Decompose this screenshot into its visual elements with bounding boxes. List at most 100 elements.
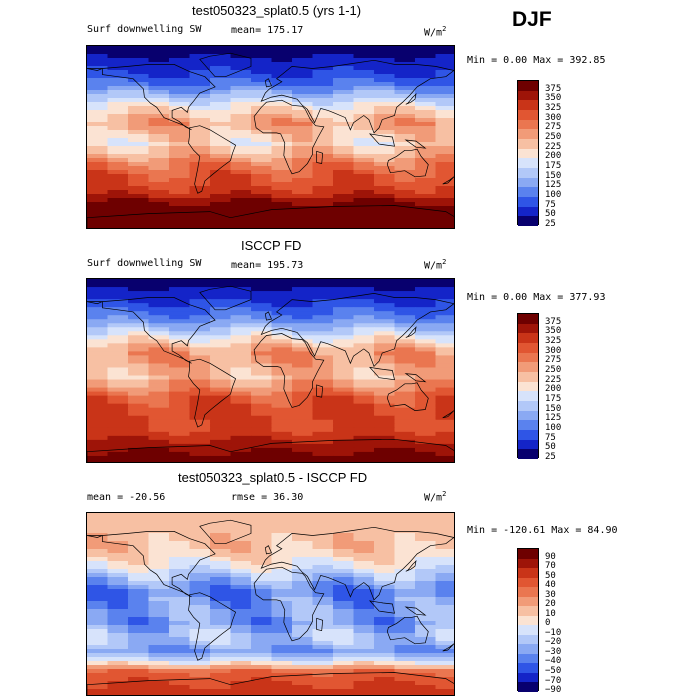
field-cell [189,641,211,646]
field-cell [107,335,129,340]
field-cell [271,693,293,695]
colorbar-swatch [518,420,538,430]
field-cell [333,138,355,143]
field-cell [312,673,334,678]
field-cell [107,162,129,167]
field-cell [374,58,396,63]
field-cell [271,279,293,284]
field-cell [230,315,252,320]
field-cell [148,150,170,155]
field-cell [374,178,396,183]
field-cell [333,54,355,59]
field-cell [353,455,375,461]
field-cell [128,355,150,361]
field-cell [107,629,129,634]
field-cell [128,331,150,336]
field-cell [374,383,396,389]
field-cell [333,657,355,662]
field-cell [292,669,314,674]
field-cell [210,693,232,695]
field-cell [374,431,396,437]
field-cell [189,415,211,421]
field-cell [251,431,273,437]
coastline [87,672,454,695]
field-cell [374,573,396,578]
field-cell [415,134,437,139]
field-cell [415,287,437,292]
field-cell [435,351,454,357]
field-cell [435,653,454,658]
coastline [102,64,216,131]
field-cell [415,198,437,203]
colorbar-tick-label: 40 [545,580,556,591]
field-cell [435,629,454,634]
field-cell [251,419,273,425]
field-cell [435,162,454,167]
field-cell [148,613,170,618]
field-cell [312,601,334,606]
field-cell [148,407,170,413]
field-cell [107,146,129,151]
field-cell [394,447,416,453]
field-cell [435,110,454,115]
field-cell [107,601,129,606]
field-cell [394,174,416,179]
field-cell [128,291,150,296]
field-cell [415,102,437,107]
field-cell [292,70,314,75]
field-cell [189,581,211,586]
field-cell [107,78,129,83]
field-cell [415,343,437,348]
model-map-field [87,46,454,228]
field-cell [128,629,150,634]
field-cell [292,110,314,115]
field-cell [271,50,293,55]
coastline [260,526,454,601]
field-cell [374,681,396,686]
field-cell [230,46,252,51]
field-cell [435,459,454,462]
field-cell [230,549,252,554]
field-cell [189,118,211,123]
field-cell [374,130,396,135]
field-cell [148,629,170,634]
field-cell [128,451,150,457]
field-cell [107,74,129,79]
field-cell [374,529,396,534]
field-cell [415,283,437,288]
field-cell [292,130,314,135]
field-cell [230,661,252,666]
field-cell [415,661,437,666]
field-cell [189,681,211,686]
field-cell [169,66,191,71]
field-cell [374,291,396,296]
field-cell [312,427,334,433]
field-cell [230,106,252,111]
field-cell [230,102,252,107]
field-cell [415,443,437,449]
field-cell [312,106,334,111]
colorbar-swatch [518,672,538,683]
field-cell [292,545,314,550]
field-cell [107,66,129,71]
coastline [405,326,417,338]
field-cell [230,525,252,530]
field-cell [312,661,334,666]
field-cell [415,581,437,586]
field-cell [169,665,191,670]
field-cell [353,617,375,622]
field-cell [292,62,314,67]
field-cell [87,387,109,393]
field-cell [210,617,232,622]
field-cell [435,689,454,694]
field-cell [87,693,109,695]
field-cell [251,451,273,457]
field-cell [333,685,355,690]
field-cell [107,54,129,59]
field-cell [394,327,416,332]
field-cell [128,677,150,682]
field-cell [312,653,334,658]
field-cell [87,629,109,634]
field-cell [312,46,334,51]
field-cell [374,50,396,55]
